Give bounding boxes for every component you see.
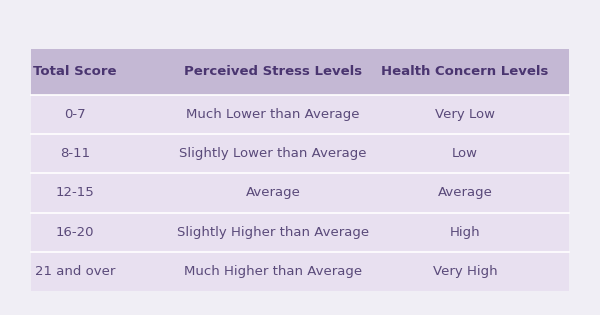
- Bar: [31, 49, 569, 94]
- Text: Total Score: Total Score: [33, 65, 117, 78]
- Text: Much Lower than Average: Much Lower than Average: [186, 108, 360, 121]
- Text: Slightly Lower than Average: Slightly Lower than Average: [179, 147, 367, 160]
- Bar: [31, 134, 569, 173]
- Bar: [31, 173, 569, 213]
- Text: Health Concern Levels: Health Concern Levels: [382, 65, 548, 78]
- Text: 21 and over: 21 and over: [35, 265, 115, 278]
- Text: 12-15: 12-15: [56, 186, 94, 199]
- Text: Perceived Stress Levels: Perceived Stress Levels: [184, 65, 362, 78]
- Text: Low: Low: [452, 147, 478, 160]
- Text: High: High: [449, 226, 481, 239]
- Bar: [31, 94, 569, 134]
- Text: Very Low: Very Low: [435, 108, 495, 121]
- Text: 8-11: 8-11: [60, 147, 90, 160]
- Text: Much Higher than Average: Much Higher than Average: [184, 265, 362, 278]
- Text: Very High: Very High: [433, 265, 497, 278]
- Text: Slightly Higher than Average: Slightly Higher than Average: [177, 226, 369, 239]
- Bar: [31, 252, 569, 291]
- Text: 16-20: 16-20: [56, 226, 94, 239]
- Text: Average: Average: [437, 186, 493, 199]
- Text: 0-7: 0-7: [64, 108, 86, 121]
- Bar: [31, 213, 569, 252]
- Text: Average: Average: [245, 186, 301, 199]
